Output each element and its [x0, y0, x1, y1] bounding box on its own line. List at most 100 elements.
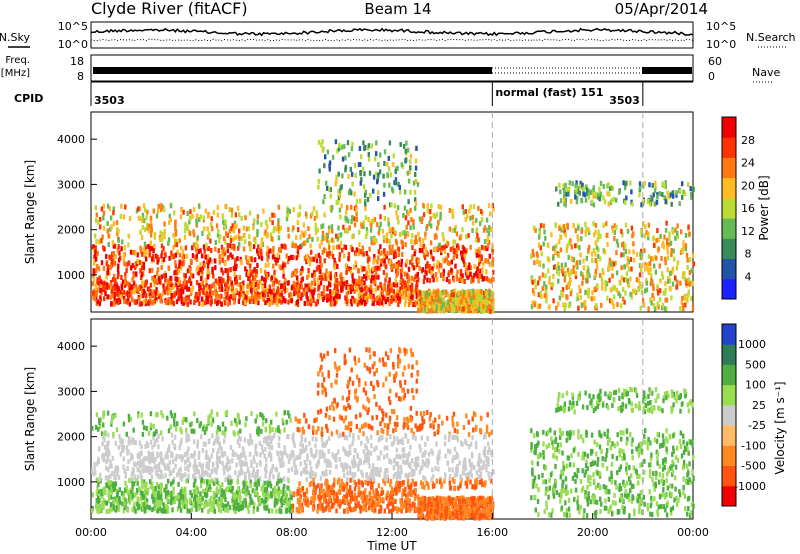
cpid-segment-label: normal (fast) 151	[495, 86, 603, 99]
power-echo-cell	[271, 281, 275, 287]
power-echo-cell	[418, 247, 422, 253]
power-echo-cell	[224, 284, 227, 290]
velocity-echo-cell	[212, 492, 216, 498]
power-echo-cell	[174, 260, 177, 266]
velocity-echo-cell	[310, 452, 313, 458]
power-echo-cell	[336, 293, 339, 299]
power-echo-cell	[589, 190, 592, 196]
power-echo-cell	[232, 293, 235, 299]
date-title: 05/Apr/2014	[615, 0, 708, 18]
power-echo-cell	[327, 229, 331, 234]
power-echo-cell	[400, 239, 403, 245]
power-echo-cell	[651, 293, 654, 299]
power-echo-cell	[489, 290, 492, 296]
power-echo-cell	[427, 268, 430, 273]
velocity-echo-cell	[110, 489, 114, 495]
power-echo-cell	[195, 267, 199, 273]
velocity-echo-cell	[408, 503, 412, 509]
velocity-echo-cell	[261, 498, 264, 503]
power-echo-cell	[169, 217, 172, 223]
power-echo-cell	[138, 260, 141, 265]
power-echo-cell	[655, 255, 658, 261]
power-echo-cell	[428, 278, 432, 284]
velocity-echo-cell	[164, 504, 168, 510]
velocity-echo-cell	[165, 484, 168, 489]
power-echo-cell	[169, 278, 172, 284]
power-echo-cell	[184, 273, 187, 279]
power-echo-cell	[150, 227, 153, 233]
power-echo-cell	[371, 298, 374, 304]
power-echo-cell	[228, 296, 231, 302]
power-echo-cell	[252, 275, 255, 281]
power-echo-cell	[195, 220, 199, 226]
velocity-echo-cell	[182, 494, 185, 500]
power-echo-cell	[120, 294, 123, 300]
power-echo-cell	[229, 267, 232, 273]
power-echo-cell	[455, 292, 459, 298]
power-echo-cell	[557, 265, 561, 271]
power-echo-cell	[115, 220, 119, 226]
power-echo-cell	[552, 264, 556, 270]
power-echo-cell	[614, 260, 617, 266]
power-echo-cell	[360, 177, 363, 183]
power-echo-cell	[381, 295, 385, 301]
velocity-echo-cell	[388, 508, 391, 514]
velocity-echo-cell	[179, 489, 183, 495]
power-echo-cell	[621, 296, 625, 302]
power-echo-cell	[414, 265, 417, 270]
power-echo-cell	[118, 299, 122, 304]
power-echo-cell	[659, 288, 662, 294]
power-echo-cell	[403, 205, 407, 211]
power-echo-cell	[630, 266, 633, 272]
power-echo-cell	[167, 265, 170, 271]
power-echo-cell	[389, 172, 392, 178]
power-echo-cell	[279, 265, 282, 271]
velocity-echo-cell	[130, 487, 134, 493]
velocity-echo-cell	[111, 455, 115, 461]
power-echo-cell	[260, 293, 263, 299]
power-echo-cell	[244, 215, 247, 221]
power-echo-cell	[342, 276, 345, 282]
power-echo-cell	[604, 279, 607, 285]
power-echo-cell	[218, 286, 221, 292]
power-echo-cell	[295, 235, 298, 240]
power-echo-cell	[357, 162, 361, 167]
velocity-echo-cell	[365, 494, 369, 500]
power-echo-cell	[667, 193, 670, 199]
power-echo-cell	[120, 283, 123, 289]
power-echo-cell	[287, 233, 290, 239]
power-echo-cell	[321, 235, 324, 241]
power-echo-cell	[417, 259, 420, 265]
power-echo-cell	[481, 268, 484, 274]
power-echo-cell	[591, 189, 594, 195]
velocity-echo-cell	[404, 460, 407, 466]
power-echo-cell	[325, 276, 329, 282]
velocity-echo-cell	[299, 494, 302, 500]
power-echo-cell	[377, 230, 381, 236]
power-echo-cell	[664, 227, 668, 233]
power-echo-cell	[434, 214, 437, 219]
power-echo-cell	[142, 203, 146, 209]
velocity-echo-cell	[178, 502, 181, 508]
power-echo-cell	[396, 265, 400, 271]
power-echo-cell	[407, 232, 410, 238]
power-echo-cell	[320, 240, 323, 245]
power-echo-cell	[205, 295, 208, 300]
power-echo-cell	[403, 230, 406, 236]
velocity-echo-cell	[135, 488, 139, 494]
power-echo-cell	[437, 268, 440, 274]
power-echo-cell	[363, 266, 367, 272]
velocity-echo-cell	[168, 492, 171, 497]
power-echo-cell	[456, 298, 460, 304]
power-echo-cell	[392, 282, 396, 288]
power-echo-cell	[472, 299, 476, 305]
power-echo-cell	[376, 259, 379, 265]
power-echo-cell	[652, 303, 656, 309]
power-echo-cell	[588, 273, 591, 279]
power-echo-cell	[209, 301, 213, 307]
power-echo-cell	[485, 276, 489, 282]
velocity-echo-cell	[290, 495, 293, 501]
power-echo-cell	[597, 254, 600, 259]
power-echo-cell	[368, 256, 371, 262]
velocity-echo-cell	[353, 492, 357, 498]
